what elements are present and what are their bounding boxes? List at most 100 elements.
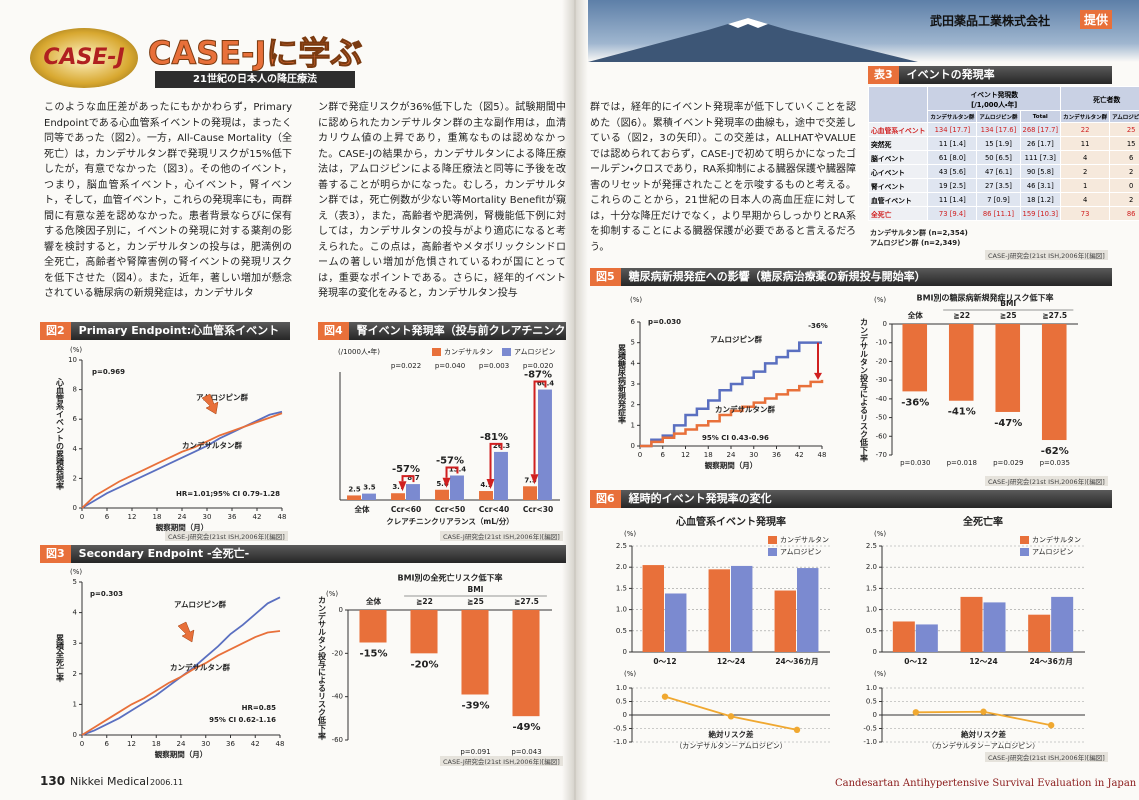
table-cell: 111 [7.3] — [1019, 150, 1062, 165]
value-label: 3.5 — [363, 484, 376, 492]
table-row: 全死亡 73 [9.4] 86 [11.1] 159 [10.3] 73 86 — [867, 206, 1139, 221]
x-tick-label: 12 — [681, 451, 690, 459]
y-tick-label: -10 — [876, 339, 887, 347]
category-label: 全体 — [366, 596, 381, 606]
header-text: イベント発現数 — [970, 90, 1019, 99]
event-table: イベント発現数 [/1,000人・年] 死亡者数 カンデサルタン群 アムロジピン群 Tot… — [867, 86, 1139, 221]
table-note: カンデサルタン群 (n=2,354) — [870, 229, 968, 237]
table-source: CASE-J研究会(21st ISH,2006年)[編図] — [985, 250, 1108, 260]
table-row: 心血管系イベント 134 [17.7] 134 [17.6] 268 [17.7] 22… — [867, 122, 1139, 137]
y-tick-label: 1.0 — [616, 606, 627, 614]
table-cell: 159 [10.3] — [1019, 206, 1062, 221]
series-label: アムロジピン群 — [174, 599, 226, 609]
p-value: p=0.035 — [1040, 459, 1070, 467]
y-tick-label: 1.5 — [866, 584, 877, 592]
y-tick-label: -1.0 — [613, 738, 627, 746]
y-tick-label: 3 — [631, 380, 635, 388]
table-title: イベントの発現率 — [906, 68, 995, 81]
legend-swatch — [768, 548, 777, 556]
point — [793, 726, 801, 734]
table-cell: 2 — [1109, 164, 1139, 179]
table-cell: 47 [6.1] — [976, 164, 1021, 179]
legend-label: カンデサルタン — [1032, 535, 1081, 544]
y-tick-label: 0 — [873, 711, 877, 719]
y-tick-label: 5 — [73, 578, 77, 586]
figure-source: CASE-J研究会(21st ISH,2006年)[編図] — [440, 756, 563, 766]
legend-swatch — [502, 348, 511, 356]
gutter — [562, 0, 588, 800]
table-cell: 18 [1.2] — [1019, 192, 1062, 207]
y-tick-label: 1.0 — [866, 684, 877, 692]
body-text: ン群で発症リスクが36%低下した（図5）。試験期間中に認められたカンデサルタン群… — [318, 102, 566, 299]
body-text: 群では，経年的にイベント発現率が低下していくことを認めた（図6）。累積イベント発… — [590, 102, 856, 253]
legend-swatch — [1020, 548, 1029, 556]
header-row: イベント発現数 [/1,000人・年] 死亡者数 — [867, 86, 1139, 123]
x-tick-label: 12 — [127, 740, 136, 748]
annotation: HR=0.85 — [242, 704, 277, 712]
figure-source: CASE-J研究会(21st ISH,2006年)[編図] — [440, 531, 563, 541]
y-tick-label: 6 — [73, 415, 78, 423]
point — [727, 713, 735, 720]
category-label: 全体 — [908, 310, 923, 320]
table-cell: 7 [0.9] — [976, 192, 1021, 207]
arrow-head — [398, 481, 407, 492]
y-tick-label: 0.5 — [866, 698, 877, 706]
unit-label: (%) — [624, 530, 636, 538]
bar — [915, 624, 938, 652]
annotation: -36% — [808, 322, 828, 330]
y-tick-label: 1 — [631, 421, 635, 429]
unit-label: (%) — [624, 670, 636, 678]
bar — [708, 569, 730, 652]
y-axis-label: 累積糖尿病新規発症率 — [617, 343, 627, 425]
y-tick-label: 0.5 — [616, 627, 627, 635]
figure-label: 図6 — [590, 490, 621, 508]
table-header: 表3 イベントの発現率 — [868, 66, 1112, 84]
y-tick-label: 2 — [73, 670, 77, 678]
unit-label: (%) — [70, 346, 82, 354]
x-axis-label: 絶対リスク差 — [708, 729, 754, 739]
reduction-label: -57% — [436, 455, 464, 466]
figure-title: Secondary Endpoint -全死亡- — [78, 547, 250, 560]
value-label: -36% — [901, 397, 929, 408]
bar — [359, 610, 387, 643]
bar — [512, 610, 540, 717]
bar — [494, 451, 508, 500]
x-tick-label: 30 — [201, 740, 210, 748]
p-value: p=0.043 — [511, 748, 541, 756]
table-cell: 86 [11.1] — [976, 206, 1021, 221]
table-note: アムロジピン群 (n=2,349) — [870, 239, 961, 247]
y-tick-label: 1.0 — [866, 606, 877, 614]
p-value: p=0.022 — [391, 362, 421, 370]
y-tick-label: -20 — [332, 649, 343, 657]
y-tick-label: 3 — [73, 639, 77, 647]
value-label: -15% — [359, 649, 387, 660]
value-label: 7.5 — [524, 476, 537, 484]
x-tick-label: 42 — [251, 740, 260, 748]
p-value: p=0.030 — [900, 459, 930, 467]
cross-arrow — [201, 393, 219, 415]
arrow-head — [486, 479, 495, 490]
x-tick-label: 48 — [818, 451, 827, 459]
reduction-arrow — [401, 475, 415, 483]
x-tick-label: 36 — [772, 451, 781, 459]
category-label: ≧27.5 — [514, 597, 539, 606]
table-cell: 134 [17.6] — [976, 122, 1021, 137]
table-cell: 11 [1.4] — [927, 192, 978, 207]
row-name: 血管イベント — [867, 192, 929, 207]
sponsor-tag: 提供 — [1080, 10, 1113, 29]
y-tick-label: 2.0 — [866, 563, 877, 571]
category-label: 0〜12 — [904, 657, 927, 666]
bar — [960, 596, 983, 652]
y-tick-label: -50 — [876, 414, 887, 422]
y-tick-label: 0 — [339, 606, 343, 614]
category-label: 24〜36カ月 — [775, 657, 818, 666]
y-tick-label: 2.0 — [616, 563, 627, 571]
bar — [406, 484, 420, 500]
table-cell: 26 [1.7] — [1019, 136, 1062, 151]
table-label: 表3 — [868, 66, 899, 84]
y-tick-label: 0.5 — [866, 627, 877, 635]
row-name: 突然死 — [867, 136, 929, 151]
unit-label: (%) — [70, 568, 82, 576]
x-tick-label: 42 — [253, 513, 262, 521]
